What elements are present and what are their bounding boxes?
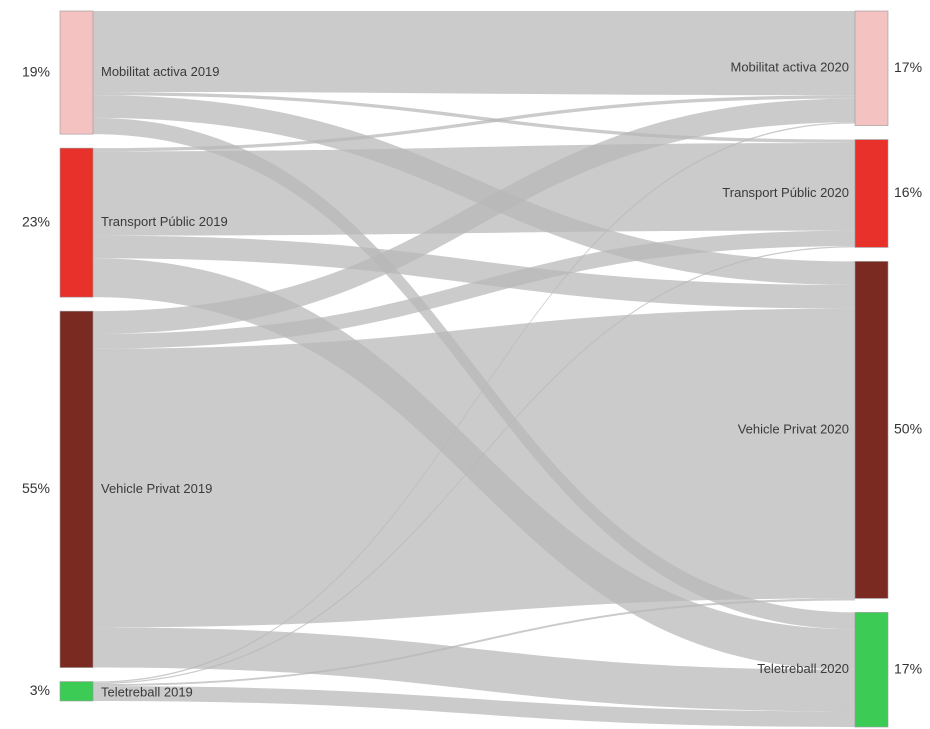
link-ma19-to-tp20[interactable] — [93, 92, 855, 143]
link-tt19-to-ma20[interactable] — [93, 122, 855, 683]
link-vp19-to-tt20[interactable] — [93, 627, 855, 712]
node-ma19[interactable] — [59, 10, 94, 135]
node-tp19[interactable] — [59, 147, 94, 298]
node-ma20[interactable] — [854, 10, 889, 126]
link-tp19-to-vp20[interactable] — [93, 235, 855, 309]
node-tp20[interactable] — [854, 139, 889, 248]
node-label-ma20: Mobilitat activa 2020 — [730, 60, 849, 75]
node-label-tt20: Teletreball 2020 — [757, 661, 849, 676]
sankey-nodes — [59, 10, 889, 728]
pct-label-tt20: 17% — [894, 660, 922, 676]
link-tt19-to-tt20[interactable] — [93, 686, 855, 727]
link-vp19-to-vp20[interactable] — [93, 308, 855, 628]
node-vp19[interactable] — [59, 310, 94, 668]
link-tt19-to-tp20[interactable] — [93, 246, 855, 685]
pct-label-ma19: 19% — [22, 63, 50, 79]
link-vp19-to-ma20[interactable] — [93, 98, 855, 334]
node-vp20[interactable] — [854, 261, 889, 599]
node-label-ma19: Mobilitat activa 2019 — [101, 64, 220, 79]
pct-label-vp19: 55% — [22, 480, 50, 496]
link-tp19-to-tp20[interactable] — [93, 142, 855, 236]
pct-label-vp20: 50% — [894, 421, 922, 437]
link-tt19-to-vp20[interactable] — [93, 598, 855, 687]
sankey-labels: Mobilitat activa 2019 19% Transport Públic… — [22, 59, 922, 700]
node-label-vp20: Vehicle Privat 2020 — [738, 421, 849, 436]
node-tt19[interactable] — [59, 681, 94, 702]
pct-label-tt19: 3% — [30, 682, 50, 698]
node-label-tp19: Transport Públic 2019 — [101, 214, 228, 229]
node-label-tt19: Teletreball 2019 — [101, 685, 193, 700]
pct-label-tp19: 23% — [22, 213, 50, 229]
link-tp19-to-ma20[interactable] — [93, 95, 855, 152]
link-vp19-to-tp20[interactable] — [93, 230, 855, 349]
node-label-vp19: Vehicle Privat 2019 — [101, 481, 212, 496]
pct-label-ma20: 17% — [894, 59, 922, 75]
node-label-tp20: Transport Públic 2020 — [722, 185, 849, 200]
node-tt20[interactable] — [854, 612, 889, 728]
sankey-links — [93, 11, 855, 727]
pct-label-tp20: 16% — [894, 184, 922, 200]
link-ma19-to-ma20[interactable] — [93, 11, 855, 96]
